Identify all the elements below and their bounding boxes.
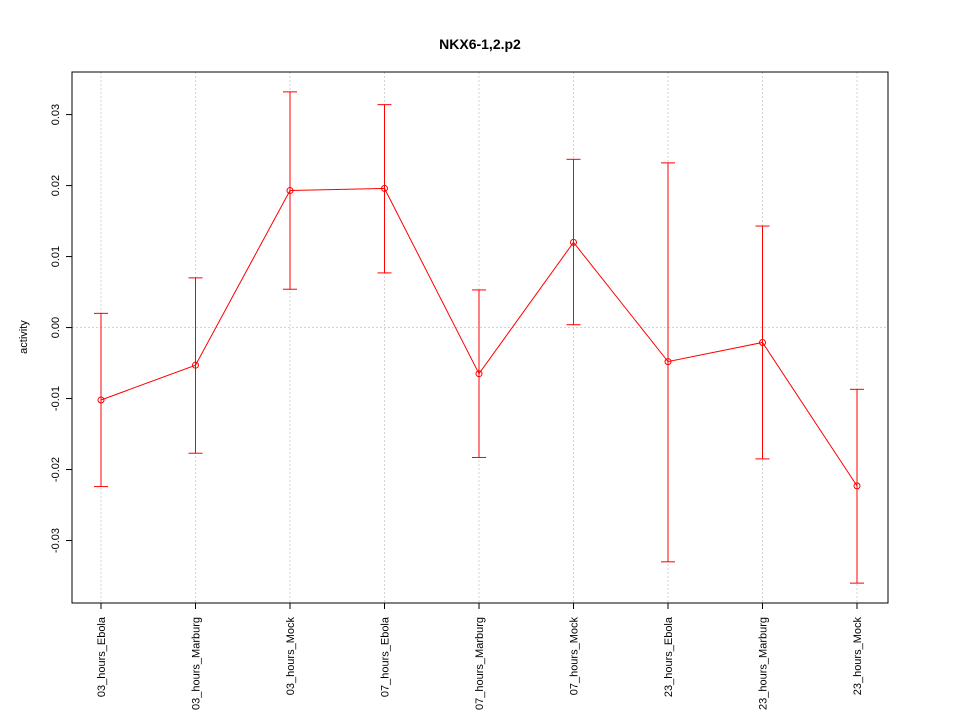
y-tick-label: 0.01 bbox=[50, 246, 62, 267]
x-tick-label: 23_hours_Ebola bbox=[663, 616, 675, 697]
data-point bbox=[664, 358, 672, 366]
series-marks bbox=[94, 91, 864, 584]
data-point bbox=[286, 187, 294, 195]
data-point bbox=[759, 338, 766, 346]
y-tick-label: 0.02 bbox=[50, 175, 62, 196]
data-point bbox=[853, 482, 861, 490]
x-tick-label: 07_hours_Mock bbox=[569, 617, 581, 696]
x-tick-label: 23_hours_Marburg bbox=[758, 617, 770, 710]
data-point bbox=[381, 184, 388, 192]
y-tick-label: 0.00 bbox=[50, 317, 62, 338]
x-tick-label: 23_hours_Mock bbox=[852, 617, 864, 696]
x-tick-label: 07_hours_Marburg bbox=[474, 617, 486, 710]
y-tick-label: -0.01 bbox=[50, 386, 62, 411]
axes: -0.03 -0.02 -0.01 0.00 0.01 0.02 0.03 03_hours_… bbox=[50, 104, 864, 710]
grid-lines bbox=[72, 72, 888, 603]
x-tick-label: 03_hours_Ebola bbox=[96, 616, 108, 697]
y-tick-label: 0.03 bbox=[50, 104, 62, 125]
x-tick-label: 07_hours_Ebola bbox=[380, 616, 392, 697]
data-point bbox=[475, 370, 483, 378]
plot-frame bbox=[71, 71, 889, 604]
data-point bbox=[192, 361, 199, 369]
x-tick-label: 03_hours_Mock bbox=[285, 617, 297, 696]
x-tick-label: 03_hours_Marburg bbox=[191, 617, 203, 710]
series-line bbox=[100, 187, 858, 487]
data-point bbox=[570, 238, 577, 246]
data-point bbox=[97, 396, 105, 404]
y-tick-label: -0.03 bbox=[50, 528, 62, 553]
y-tick-label: -0.02 bbox=[50, 457, 62, 482]
chart-title: NKX6-1,2.p2 bbox=[439, 36, 521, 52]
y-axis-label: activity bbox=[18, 320, 30, 354]
